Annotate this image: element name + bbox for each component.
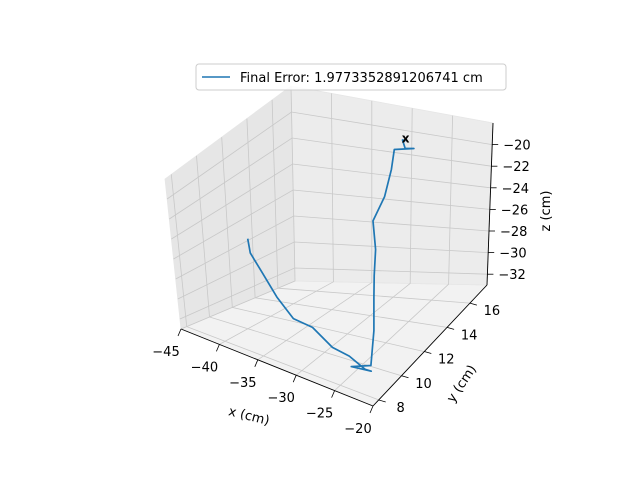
y-axis-line: [372, 284, 488, 407]
x-tick-label: −45: [152, 345, 179, 360]
y-tick-mark: [446, 326, 455, 330]
z-tick-label: −20: [503, 139, 530, 154]
z-axis-label: z (cm): [539, 191, 554, 232]
y-tick-mark: [424, 351, 432, 354]
z-tick-label: −32: [498, 268, 525, 283]
x-tick-label: −25: [306, 407, 333, 422]
z-grid-line: [179, 267, 488, 320]
x-tick-mark: [177, 328, 182, 337]
legend-frame: [195, 63, 507, 91]
back-pane: [290, 85, 494, 286]
z-tick-label: −22: [502, 160, 529, 175]
y-tick-label: 8: [397, 401, 405, 416]
z-grid-line: [177, 241, 489, 300]
y-tick-mark: [469, 302, 478, 306]
x-axis-label: x (cm): [227, 404, 271, 429]
z-grid-line: [171, 163, 491, 240]
y-grid-line: [221, 137, 425, 352]
z-grid-line: [175, 215, 490, 280]
y-tick-label: 16: [484, 304, 501, 319]
y-grid-line: [271, 99, 470, 304]
x-tick-mark: [292, 375, 297, 383]
x-tick-mark: [331, 390, 335, 398]
x-grid-line: [180, 85, 296, 330]
tick-marks: −45 −40 −35 −30 −25 −20 8 10 12 14 16 −20 −22 −24 −26 −…: [152, 139, 530, 437]
y-grid-line: [246, 118, 448, 328]
y-tick-label: 10: [415, 377, 432, 392]
trajectory-line: [246, 139, 415, 373]
y-axis-label: y (cm): [444, 363, 480, 406]
y-tick-mark: [378, 399, 386, 403]
x-tick-label: −35: [229, 376, 256, 391]
z-grid-line: [173, 189, 490, 260]
z-axis-line: [486, 122, 494, 286]
x-tick-mark: [254, 359, 259, 367]
z-tick-label: −30: [499, 247, 526, 262]
y-tick-mark: [401, 375, 409, 379]
y-tick-label: 12: [438, 353, 455, 368]
x-tick-label: −30: [267, 391, 294, 406]
x-tick-mark: [369, 405, 374, 414]
series-group: x: [246, 131, 415, 373]
z-grid-line: [169, 137, 492, 220]
x-tick-label: −40: [191, 360, 218, 375]
x-grid-line: [219, 93, 334, 345]
axis-lines: [180, 122, 494, 407]
y-tick-label: 14: [461, 328, 478, 343]
legend: Final Error: 1.9773352891206741 cm: [195, 63, 507, 91]
z-tick-label: −24: [502, 182, 529, 197]
y-grid-line: [196, 155, 402, 377]
x-tick-mark: [216, 344, 220, 352]
x-tick-label: −20: [344, 422, 371, 437]
z-grid-line: [166, 111, 493, 200]
goal-x-marker: x: [402, 131, 410, 145]
y-grid-line: [170, 174, 379, 401]
z-tick-label: −28: [500, 225, 527, 240]
x-grid-line: [295, 108, 413, 376]
z-tick-label: −26: [501, 203, 528, 218]
x-axis-line: [180, 328, 374, 407]
axis-panes: [164, 85, 494, 407]
x-grid-line: [257, 100, 373, 361]
legend-entry-label: Final Error: 1.9773352891206741 cm: [240, 71, 483, 86]
